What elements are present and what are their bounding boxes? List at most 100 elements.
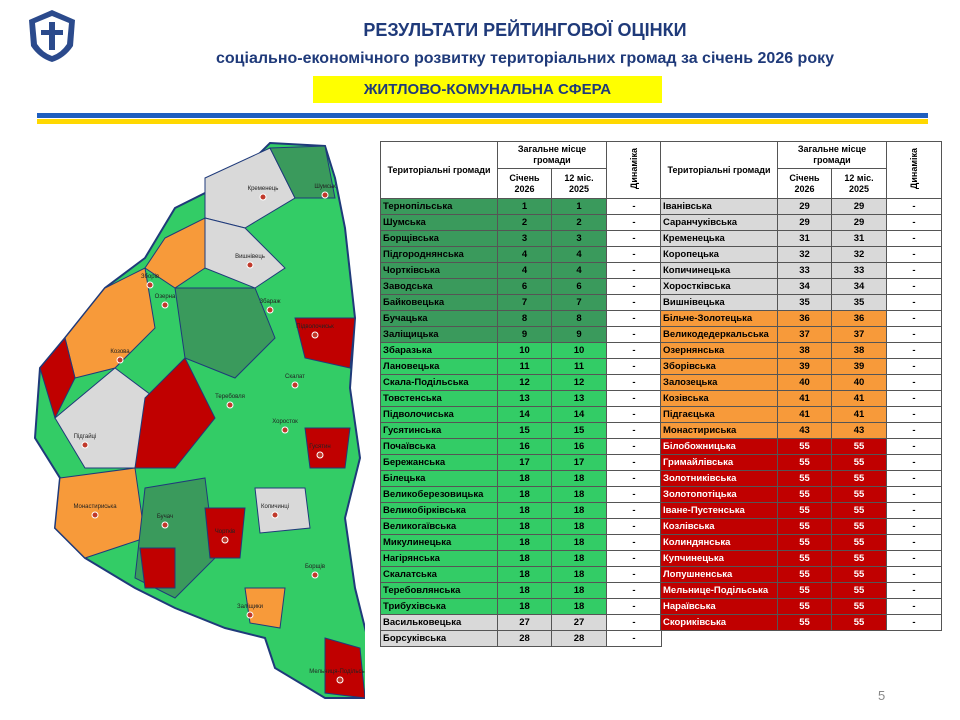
m12-cell: 55 bbox=[831, 614, 887, 631]
m12-cell: 55 bbox=[831, 502, 887, 519]
table-row: Товстенська 13 13- bbox=[380, 390, 662, 407]
table-row: Підгороднянська 4 4- bbox=[380, 246, 662, 263]
dynamics-cell: - bbox=[606, 390, 662, 407]
table-row: Білобожницька 55 55- bbox=[660, 438, 942, 455]
jan-cell: 4 bbox=[497, 246, 552, 263]
name-cell: Гусятинська bbox=[380, 422, 498, 439]
jan-cell: 18 bbox=[497, 486, 552, 503]
dynamics-cell: - bbox=[886, 374, 942, 391]
jan-cell: 41 bbox=[777, 390, 832, 407]
dynamics-cell: - bbox=[606, 342, 662, 359]
jan-cell: 27 bbox=[497, 614, 552, 631]
jan-cell: 28 bbox=[497, 630, 552, 647]
table-row: Великоберезовицька 18 18- bbox=[380, 486, 662, 503]
dynamics-cell: - bbox=[886, 534, 942, 551]
jan-cell: 18 bbox=[497, 566, 552, 583]
name-cell: Борщівська bbox=[380, 230, 498, 247]
name-cell: Борсуківська bbox=[380, 630, 498, 647]
dynamics-cell: - bbox=[886, 566, 942, 583]
table-row: Лановецька 11 11- bbox=[380, 358, 662, 375]
table-row: Борщівська 3 3- bbox=[380, 230, 662, 247]
m12-cell: 55 bbox=[831, 598, 887, 615]
m12-cell: 38 bbox=[831, 342, 887, 359]
m12-cell: 40 bbox=[831, 374, 887, 391]
header-place: Загальне місце громади bbox=[777, 140, 887, 170]
name-cell: Підволочиська bbox=[380, 406, 498, 423]
map-label: Заліщики bbox=[237, 604, 263, 610]
dynamics-cell: - bbox=[606, 198, 662, 215]
name-cell: Лопушненська bbox=[660, 566, 778, 583]
m12-cell: 43 bbox=[831, 422, 887, 439]
m12-cell: 18 bbox=[551, 566, 607, 583]
m12-cell: 55 bbox=[831, 486, 887, 503]
dynamics-cell: - bbox=[606, 326, 662, 343]
m12-cell: 18 bbox=[551, 534, 607, 551]
dynamics-cell: - bbox=[606, 230, 662, 247]
map-label: Теребовля bbox=[215, 394, 245, 400]
table-row: Борсуківська 28 28- bbox=[380, 630, 662, 647]
table-row: Мельнице-Подільська 55 55- bbox=[660, 582, 942, 599]
jan-cell: 7 bbox=[497, 294, 552, 311]
name-cell: Шумська bbox=[380, 214, 498, 231]
dynamics-cell: - bbox=[886, 518, 942, 535]
map-marker bbox=[226, 401, 234, 409]
m12-cell: 33 bbox=[831, 262, 887, 279]
m12-cell: 37 bbox=[831, 326, 887, 343]
name-cell: Скала-Подільська bbox=[380, 374, 498, 391]
map: Кременець Шумськ Вишнівець Збараж Зборів Озер… bbox=[33, 141, 365, 699]
jan-cell: 38 bbox=[777, 342, 832, 359]
table-row: Скориківська 55 55- bbox=[660, 614, 942, 631]
header-dynamics: Динаміка bbox=[606, 141, 662, 199]
dynamics-cell: - bbox=[886, 390, 942, 407]
table-row: Хоростківська 34 34- bbox=[660, 278, 942, 295]
name-cell: Білецька bbox=[380, 470, 498, 487]
jan-cell: 55 bbox=[777, 438, 832, 455]
map-label: Борщів bbox=[305, 564, 325, 570]
name-cell: Купчинецька bbox=[660, 550, 778, 567]
jan-cell: 16 bbox=[497, 438, 552, 455]
map-marker bbox=[316, 451, 324, 459]
m12-cell: 41 bbox=[831, 390, 887, 407]
header-name: Територіальні громади bbox=[380, 141, 498, 199]
map-marker bbox=[116, 356, 124, 364]
map-label: Зборів bbox=[141, 274, 159, 280]
dynamics-cell: - bbox=[886, 406, 942, 423]
table-row: Підволочиська 14 14- bbox=[380, 406, 662, 423]
m12-cell: 29 bbox=[831, 198, 887, 215]
map-marker bbox=[146, 281, 154, 289]
table-row: Теребовлянська 18 18- bbox=[380, 582, 662, 599]
table-row: Великогаївська 18 18- bbox=[380, 518, 662, 535]
table-row: Микулинецька 18 18- bbox=[380, 534, 662, 551]
m12-cell: 32 bbox=[831, 246, 887, 263]
header-dynamics-text: Динаміка bbox=[908, 147, 919, 190]
m12-cell: 2 bbox=[551, 214, 607, 231]
m12-cell: 9 bbox=[551, 326, 607, 343]
jan-cell: 4 bbox=[497, 262, 552, 279]
dynamics-cell: - bbox=[606, 582, 662, 599]
table-row: Збаразька 10 10- bbox=[380, 342, 662, 359]
map-label: Скалат bbox=[285, 374, 305, 380]
m12-cell: 1 bbox=[551, 198, 607, 215]
table-row: Почаївська 16 16- bbox=[380, 438, 662, 455]
table-row: Білецька 18 18- bbox=[380, 470, 662, 487]
map-marker bbox=[259, 193, 267, 201]
jan-cell: 13 bbox=[497, 390, 552, 407]
name-cell: Збаразька bbox=[380, 342, 498, 359]
m12-cell: 18 bbox=[551, 550, 607, 567]
table-row: Великодедеркальська 37 37- bbox=[660, 326, 942, 343]
name-cell: Почаївська bbox=[380, 438, 498, 455]
header-row: Територіальні громади Загальне місце гром… bbox=[380, 140, 662, 199]
m12-cell: 39 bbox=[831, 358, 887, 375]
logo bbox=[29, 10, 75, 62]
dynamics-cell: - bbox=[886, 246, 942, 263]
jan-cell: 15 bbox=[497, 422, 552, 439]
map-marker bbox=[81, 441, 89, 449]
m12-cell: 55 bbox=[831, 470, 887, 487]
table-row: Нараївська 55 55- bbox=[660, 598, 942, 615]
table-row: Трибухівська 18 18- bbox=[380, 598, 662, 615]
name-cell: Козівська bbox=[660, 390, 778, 407]
rating-table-left: Територіальні громади Загальне місце гром… bbox=[380, 140, 662, 647]
map-marker bbox=[161, 301, 169, 309]
table-row: Золотниківська 55 55- bbox=[660, 470, 942, 487]
